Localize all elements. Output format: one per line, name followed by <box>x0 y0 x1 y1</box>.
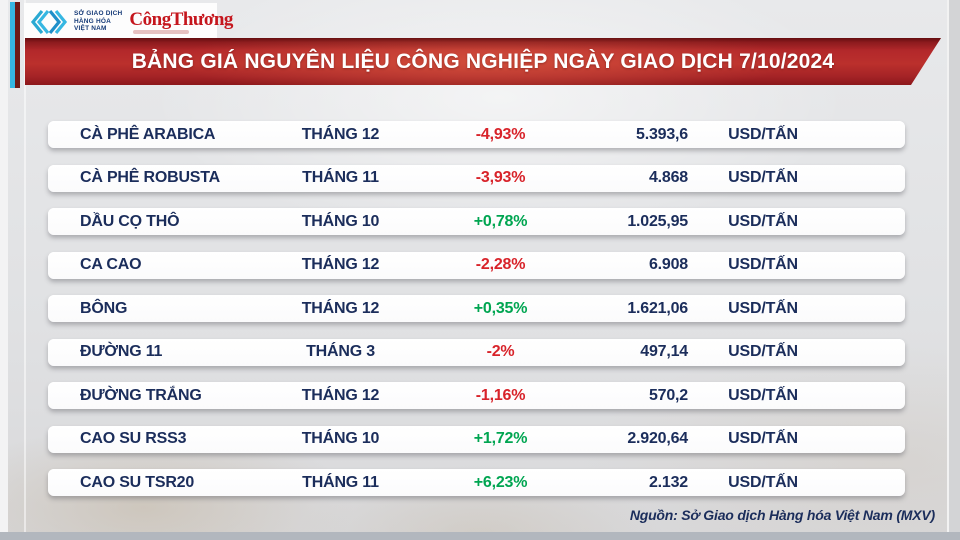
commodity-name: CÀ PHÊ ROBUSTA <box>80 169 221 186</box>
logo-band: SỞ GIAO DỊCH HÀNG HÓA VIỆT NAM CôngThươn… <box>24 3 233 40</box>
mxv-logo-icon <box>30 9 68 34</box>
commodity-name: ĐƯỜNG 11 <box>80 343 163 360</box>
contract-month: THÁNG 12 <box>301 125 380 143</box>
change-percent: -4,93% <box>475 125 526 143</box>
price-table: CÀ PHÊ ARABICA THÁNG 12 -4,93% 5.393,6 U… <box>48 121 905 513</box>
contract-month: THÁNG 12 <box>301 299 380 317</box>
table-row: CAO SU RSS3 THÁNG 10 +1,72% 2.920,64 USD… <box>48 425 905 453</box>
price-value: 4.868 <box>648 169 688 186</box>
price-unit: USD/TẤN <box>728 386 798 404</box>
contract-month: THÁNG 11 <box>302 169 379 186</box>
mxv-logo-text: SỞ GIAO DỊCH HÀNG HÓA VIỆT NAM <box>74 10 122 33</box>
contract-month: THÁNG 11 <box>302 473 379 491</box>
contract-month: THÁNG 3 <box>306 343 375 360</box>
page-title: BẢNG GIÁ NGUYÊN LIỆU CÔNG NGHIỆP NGÀY GI… <box>131 50 835 73</box>
price-value: 2.132 <box>648 473 688 491</box>
mxv-logo-line-1: SỞ GIAO DỊCH <box>74 10 123 18</box>
price-unit: USD/TẤN <box>728 169 798 186</box>
cong-thuong-logo-text: CôngThương <box>129 8 233 30</box>
price-value: 6.908 <box>648 256 688 273</box>
table-row: ĐƯỜNG 11 THÁNG 3 -2% 497,14 USD/TẤN <box>48 338 905 366</box>
price-unit: USD/TẤN <box>728 125 798 143</box>
commodity-name: CA CAO <box>80 256 142 273</box>
mxv-logo-line-2: HÀNG HÓA <box>74 17 111 25</box>
price-value: 5.393,6 <box>636 125 688 143</box>
change-percent: -2,28% <box>475 256 526 273</box>
change-percent: -1,16% <box>475 386 526 404</box>
commodity-name: BÔNG <box>80 299 128 317</box>
commodity-name: CAO SU TSR20 <box>80 473 195 491</box>
table-row: CA CAO THÁNG 12 -2,28% 6.908 USD/TẤN <box>48 251 905 279</box>
commodity-name: CÀ PHÊ ARABICA <box>80 125 216 143</box>
contract-month: THÁNG 12 <box>301 386 380 404</box>
price-value: 497,14 <box>640 343 688 360</box>
change-percent: -2% <box>486 343 515 360</box>
change-percent: +1,72% <box>473 430 528 447</box>
commodity-name: DẦU CỌ THÔ <box>80 212 180 230</box>
price-value: 2.920,64 <box>627 430 688 447</box>
contract-month: THÁNG 10 <box>301 430 380 447</box>
cong-thuong-logo: CôngThương <box>129 10 233 34</box>
change-percent: +0,35% <box>473 299 528 317</box>
price-value: 1.621,06 <box>627 299 688 317</box>
price-unit: USD/TẤN <box>728 343 798 360</box>
change-percent: +6,23% <box>473 473 528 491</box>
price-unit: USD/TẤN <box>728 299 798 317</box>
price-unit: USD/TẤN <box>728 430 798 447</box>
table-row: CÀ PHÊ ROBUSTA THÁNG 11 -3,93% 4.868 USD… <box>48 164 905 192</box>
change-percent: -3,93% <box>475 169 526 186</box>
contract-month: THÁNG 10 <box>301 212 380 230</box>
left-page-edge <box>0 0 8 540</box>
price-unit: USD/TẤN <box>728 256 798 273</box>
table-row: ĐƯỜNG TRẮNG THÁNG 12 -1,16% 570,2 USD/TẤ… <box>48 382 905 409</box>
commodity-name: ĐƯỜNG TRẮNG <box>80 386 202 404</box>
table-row: BÔNG THÁNG 12 +0,35% 1.621,06 USD/TẤN <box>48 295 905 322</box>
right-page-edge <box>947 0 960 540</box>
table-row: DẦU CỌ THÔ THÁNG 10 +0,78% 1.025,95 USD/… <box>48 208 905 235</box>
commodity-name: CAO SU RSS3 <box>80 430 187 447</box>
price-value: 1.025,95 <box>627 212 688 230</box>
bottom-gray-strip <box>0 532 960 540</box>
change-percent: +0,78% <box>473 212 528 230</box>
panel-left-edge-line <box>24 0 26 540</box>
price-unit: USD/TẤN <box>728 212 798 230</box>
accent-bar-maroon <box>15 2 20 88</box>
table-row: CAO SU TSR20 THÁNG 11 +6,23% 2.132 USD/T… <box>48 469 905 496</box>
price-value: 570,2 <box>648 386 688 404</box>
source-note: Nguồn: Sở Giao dịch Hàng hóa Việt Nam (M… <box>629 507 935 523</box>
cong-thuong-tagline-blur <box>133 29 190 34</box>
mxv-logo-line-3: VIỆT NAM <box>74 25 107 33</box>
accent-bar-cyan <box>10 2 15 88</box>
contract-month: THÁNG 12 <box>301 256 380 273</box>
price-unit: USD/TẤN <box>728 473 798 491</box>
table-row: CÀ PHÊ ARABICA THÁNG 12 -4,93% 5.393,6 U… <box>48 121 905 148</box>
title-banner: BẢNG GIÁ NGUYÊN LIỆU CÔNG NGHIỆP NGÀY GI… <box>25 38 941 85</box>
